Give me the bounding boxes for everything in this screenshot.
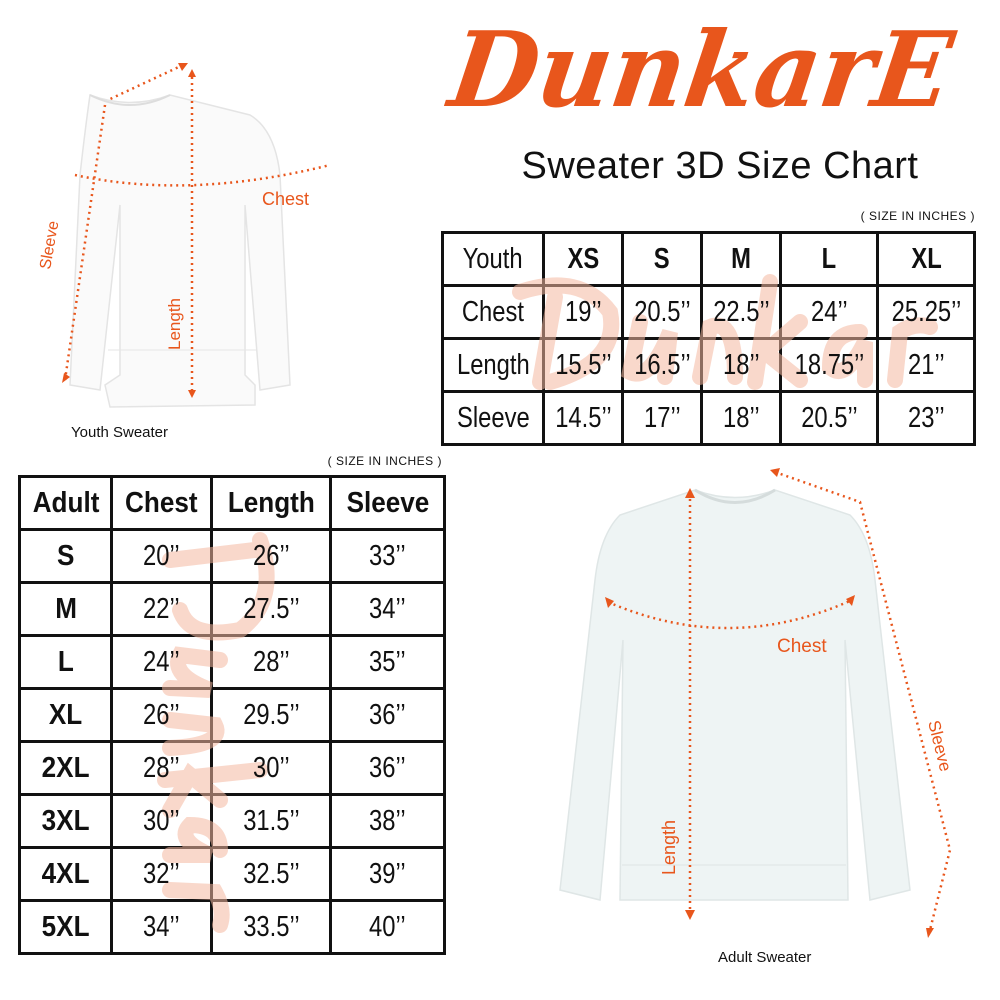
row-label: M — [17, 581, 114, 637]
adult-sleeve-label: Sleeve — [924, 718, 955, 773]
header-cell: S — [621, 231, 704, 287]
adult-size-table: Adult Chest Length Sleeve S 20’’ 26’’ 33’’ M… — [17, 475, 446, 955]
row-label: Length — [441, 337, 545, 393]
table-row: XL 26’’ 29.5’’ 36’’ — [17, 687, 446, 743]
logo-text: DunkarE — [440, 8, 961, 130]
row-label: XL — [17, 687, 114, 743]
table-cell: 24’’ — [110, 634, 214, 690]
adult-sweater-label: Adult Sweater — [718, 949, 812, 966]
header-cell: M — [700, 231, 783, 287]
table-cell: 27.5’’ — [210, 581, 333, 637]
table-cell: 29.5’’ — [210, 687, 333, 743]
table-cell: 34’’ — [329, 581, 446, 637]
header-cell: XL — [876, 231, 976, 287]
table-row: Chest 19’’ 20.5’’ 22.5’’ 24’’ 25.25’’ — [441, 284, 976, 340]
table-cell: 31.5’’ — [210, 793, 333, 849]
table-cell: 19’’ — [541, 284, 625, 340]
table-row: 2XL 28’’ 30’’ 36’’ — [17, 740, 446, 796]
row-label: Chest — [441, 284, 545, 340]
header-cell: Chest — [110, 475, 214, 531]
row-label: L — [17, 634, 114, 690]
table-cell: 20.5’’ — [621, 284, 704, 340]
row-label: 4XL — [17, 846, 114, 902]
table-cell: 20’’ — [110, 528, 214, 584]
table-cell: 33.5’’ — [210, 899, 333, 955]
table-cell: 40’’ — [329, 899, 446, 955]
table-cell: 16.5’’ — [621, 337, 704, 393]
header-cell: XS — [541, 231, 625, 287]
youth-sweater-illustration: Chest Length Sleeve — [37, 63, 331, 408]
row-label: Sleeve — [441, 390, 545, 446]
table-cell: 39’’ — [329, 846, 446, 902]
table-header-row: Adult Chest Length Sleeve — [17, 475, 446, 531]
table-cell: 32.5’’ — [210, 846, 333, 902]
table-cell: 26’’ — [110, 687, 214, 743]
youth-unit-note: ( SIZE IN INCHES ) — [860, 209, 975, 223]
table-row: M 22’’ 27.5’’ 34’’ — [17, 581, 446, 637]
adult-unit-note: ( SIZE IN INCHES ) — [327, 454, 442, 468]
row-label: 3XL — [17, 793, 114, 849]
table-cell: 18.75’’ — [779, 337, 880, 393]
brand-logo: DunkarE — [440, 8, 961, 130]
table-cell: 22.5’’ — [700, 284, 783, 340]
table-cell: 14.5’’ — [541, 390, 625, 446]
table-cell: 20.5’’ — [779, 390, 880, 446]
header-cell: Adult — [17, 475, 114, 531]
adult-sweater-illustration: Chest Length Sleeve — [559, 468, 955, 938]
youth-sleeve-label: Sleeve — [37, 219, 62, 270]
table-cell: 18’’ — [700, 390, 783, 446]
table-cell: 26’’ — [210, 528, 333, 584]
table-cell: 35’’ — [329, 634, 446, 690]
row-label: S — [17, 528, 114, 584]
table-row: 5XL 34’’ 33.5’’ 40’’ — [17, 899, 446, 955]
adult-length-label: Length — [659, 820, 679, 875]
table-cell: 17’’ — [621, 390, 704, 446]
table-cell: 23’’ — [876, 390, 976, 446]
table-cell: 30’’ — [210, 740, 333, 796]
table-row: Length 15.5’’ 16.5’’ 18’’ 18.75’’ 21’’ — [441, 337, 976, 393]
table-header-row: Youth XS S M L XL — [441, 231, 976, 287]
table-row: L 24’’ 28’’ 35’’ — [17, 634, 446, 690]
youth-sweater-label: Youth Sweater — [71, 424, 169, 441]
table-cell: 33’’ — [329, 528, 446, 584]
header-cell: Length — [210, 475, 333, 531]
table-cell: 24’’ — [779, 284, 880, 340]
header-cell: Sleeve — [329, 475, 446, 531]
table-row: 3XL 30’’ 31.5’’ 38’’ — [17, 793, 446, 849]
table-cell: 25.25’’ — [876, 284, 976, 340]
table-cell: 28’’ — [210, 634, 333, 690]
header-cell: L — [779, 231, 880, 287]
row-label: 5XL — [17, 899, 114, 955]
table-cell: 34’’ — [110, 899, 214, 955]
table-cell: 21’’ — [876, 337, 976, 393]
table-row: 4XL 32’’ 32.5’’ 39’’ — [17, 846, 446, 902]
youth-chest-label: Chest — [262, 189, 309, 209]
table-cell: 36’’ — [329, 687, 446, 743]
table-cell: 22’’ — [110, 581, 214, 637]
table-cell: 15.5’’ — [541, 337, 625, 393]
youth-size-table: Youth XS S M L XL Chest 19’’ 20.5’’ 22.5… — [441, 231, 976, 446]
header-cell: Youth — [441, 231, 545, 287]
row-label: 2XL — [17, 740, 114, 796]
table-row: S 20’’ 26’’ 33’’ — [17, 528, 446, 584]
table-cell: 32’’ — [110, 846, 214, 902]
table-row: Sleeve 14.5’’ 17’’ 18’’ 20.5’’ 23’’ — [441, 390, 976, 446]
table-cell: 36’’ — [329, 740, 446, 796]
table-cell: 38’’ — [329, 793, 446, 849]
adult-chest-label: Chest — [777, 636, 827, 657]
table-cell: 28’’ — [110, 740, 214, 796]
table-cell: 18’’ — [700, 337, 783, 393]
youth-length-label: Length — [165, 298, 184, 350]
page-title: Sweater 3D Size Chart — [521, 145, 919, 187]
table-cell: 30’’ — [110, 793, 214, 849]
